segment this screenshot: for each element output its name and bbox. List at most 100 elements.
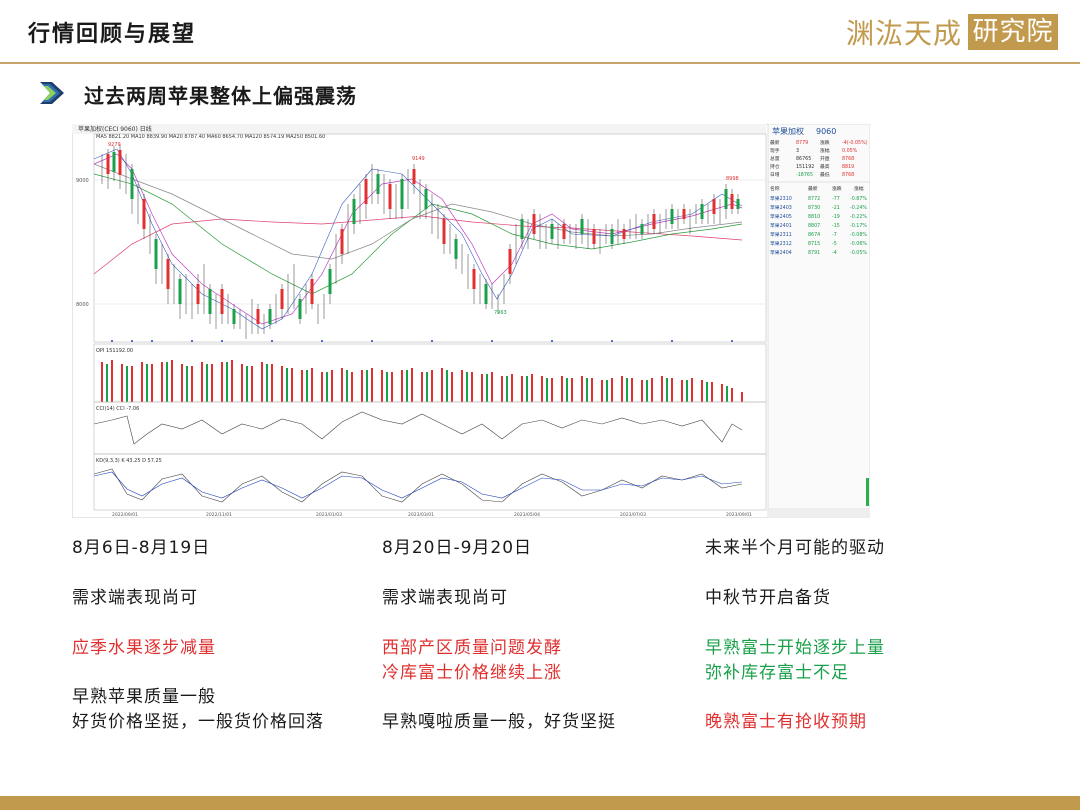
svg-text:8819: 8819	[842, 164, 854, 170]
svg-text:8768: 8768	[842, 172, 854, 178]
logo-text: 渊汯天成	[846, 17, 963, 50]
svg-text:涨跌: 涨跌	[820, 139, 830, 146]
contract-list: 名称 最新 涨跌 涨幅 苹果2310 8772 -77 -0.87% 苹果240…	[770, 185, 867, 256]
svg-text:苹果2401: 苹果2401	[770, 222, 792, 229]
svg-text:苹果2403: 苹果2403	[770, 204, 792, 211]
column-past-period-2: 8月20日-9月20日 需求端表现尚可 西部产区质量问题发酵 冷库富士价格继续上…	[382, 536, 616, 735]
peak-label: 9279	[108, 142, 121, 148]
svg-text:-0.06%: -0.06%	[850, 241, 867, 247]
factor-red: 晚熟富士有抢收预期	[705, 712, 867, 732]
svg-text:8674: 8674	[808, 232, 820, 238]
svg-text:-0.22%: -0.22%	[850, 214, 867, 220]
trading-chart: 苹果加权(CECI 9060) 日线 MA5 8821.20 MA10 8839…	[72, 124, 870, 518]
svg-text:最低: 最低	[820, 171, 830, 178]
factor-red: 应季水果逐步减量	[72, 638, 216, 658]
svg-text:-77: -77	[832, 196, 840, 202]
footer-bar	[0, 796, 1080, 810]
date-tick: 2023/01/03	[316, 512, 342, 518]
svg-text:8779: 8779	[796, 140, 808, 146]
date-tick: 2023/07/03	[620, 512, 646, 518]
kd-label: KD(9,3,3) K 43.25 D 57.25	[96, 458, 162, 464]
svg-text:0.05%: 0.05%	[842, 148, 858, 154]
factor-green: 弥补库存富士不足	[705, 663, 849, 683]
svg-text:开盘: 开盘	[820, 155, 830, 162]
svg-text:涨幅: 涨幅	[820, 147, 830, 154]
factor-red: 冷库富士价格继续上涨	[382, 663, 562, 683]
svg-text:-15: -15	[832, 223, 840, 229]
page-title: 行情回顾与展望	[28, 22, 197, 47]
svg-text:151192: 151192	[796, 164, 814, 170]
chevron-right-icon	[40, 82, 64, 104]
svg-text:现手: 现手	[770, 147, 780, 154]
svg-text:最新: 最新	[770, 139, 780, 146]
svg-text:最高: 最高	[820, 163, 830, 170]
svg-text:8807: 8807	[808, 223, 820, 229]
svg-text:-0.05%: -0.05%	[850, 250, 867, 256]
svg-text:-0.08%: -0.08%	[850, 232, 867, 238]
svg-text:苹果2312: 苹果2312	[770, 240, 792, 247]
header-divider	[0, 62, 1080, 64]
date-tick: 2023/09/01	[726, 512, 752, 518]
demand-text: 中秋节开启备货	[705, 588, 831, 608]
svg-text:涨幅: 涨幅	[854, 185, 864, 192]
factor-dark: 早熟嘎啦质量一般，好货坚挺	[382, 712, 616, 732]
peak-label: 7963	[494, 310, 507, 316]
svg-text:-5: -5	[832, 241, 837, 247]
svg-text:-7: -7	[832, 232, 837, 238]
demand-text: 需求端表现尚可	[382, 588, 508, 608]
factor-dark: 好货价格坚挺，一般货价格回落	[72, 712, 324, 732]
svg-text:8000: 8000	[76, 302, 89, 308]
quote-table: 最新 8779 涨跌 -4(-0.05%) 现手 3 涨幅 0.05% 总量 8…	[770, 139, 868, 178]
svg-text:-18765: -18765	[796, 172, 813, 178]
svg-text:苹果2310: 苹果2310	[770, 195, 792, 202]
date-tick: 2022/11/01	[206, 512, 232, 518]
svg-text:8715: 8715	[808, 241, 820, 247]
peak-label: 8998	[726, 176, 739, 182]
column-outlook: 未来半个月可能的驱动 中秋节开启备货 早熟富士开始逐步上量 弥补库存富士不足 晚…	[705, 536, 885, 735]
oi-label: OPI 151192.00	[96, 348, 133, 354]
svg-text:苹果2404: 苹果2404	[770, 249, 792, 256]
svg-text:日增: 日增	[770, 171, 780, 178]
factor-green: 早熟富士开始逐步上量	[705, 638, 885, 658]
section-subtitle: 过去两周苹果整体上偏强震荡	[84, 84, 357, 108]
svg-text:总量: 总量	[770, 155, 780, 162]
svg-text:苹果2405: 苹果2405	[770, 213, 792, 220]
svg-text:3: 3	[796, 148, 799, 154]
svg-text:持仓: 持仓	[770, 163, 780, 170]
svg-text:-0.87%: -0.87%	[850, 196, 867, 202]
svg-text:-4: -4	[832, 250, 837, 256]
svg-text:8730: 8730	[808, 205, 820, 211]
period-label: 8月20日-9月20日	[382, 538, 533, 558]
ma-line-label: MA5 8821.20 MA10 8839.90 MA20 8787.40 MA…	[96, 134, 325, 140]
svg-text:-4(-0.05%): -4(-0.05%)	[842, 140, 868, 146]
date-tick: 2022/09/01	[112, 512, 138, 518]
demand-text: 需求端表现尚可	[72, 588, 198, 608]
svg-text:8810: 8810	[808, 214, 820, 220]
svg-text:-19: -19	[832, 214, 840, 220]
svg-text:最新: 最新	[808, 185, 818, 192]
svg-text:-0.24%: -0.24%	[850, 205, 867, 211]
period-label: 未来半个月可能的驱动	[705, 538, 885, 558]
svg-text:-21: -21	[832, 205, 840, 211]
date-tick: 2023/05/04	[514, 512, 540, 518]
factor-red: 西部产区质量问题发酵	[382, 638, 562, 658]
logo-box: 研究院	[968, 14, 1058, 50]
svg-text:涨跌: 涨跌	[832, 185, 842, 192]
svg-text:-0.17%: -0.17%	[850, 223, 867, 229]
factor-dark: 早熟苹果质量一般	[72, 687, 216, 707]
svg-text:8772: 8772	[808, 196, 820, 202]
column-past-period-1: 8月6日-8月19日 需求端表现尚可 应季水果逐步减量 早熟苹果质量一般 好货价…	[72, 536, 324, 735]
contract-name: 苹果加权	[772, 126, 804, 136]
svg-text:苹果2311: 苹果2311	[770, 231, 792, 238]
cci-label: CCI(14) CCI -7.06	[96, 406, 139, 412]
peak-label: 9149	[412, 156, 425, 162]
svg-text:8791: 8791	[808, 250, 820, 256]
svg-text:9000: 9000	[76, 178, 89, 184]
date-tick: 2023/03/01	[408, 512, 434, 518]
brand-logo: 渊汯天成 研究院	[846, 12, 1058, 52]
svg-text:86765: 86765	[796, 156, 811, 162]
candle-bars	[101, 144, 740, 339]
svg-text:8768: 8768	[842, 156, 854, 162]
svg-text:名称: 名称	[770, 185, 780, 192]
contract-code: 9060	[816, 127, 836, 136]
